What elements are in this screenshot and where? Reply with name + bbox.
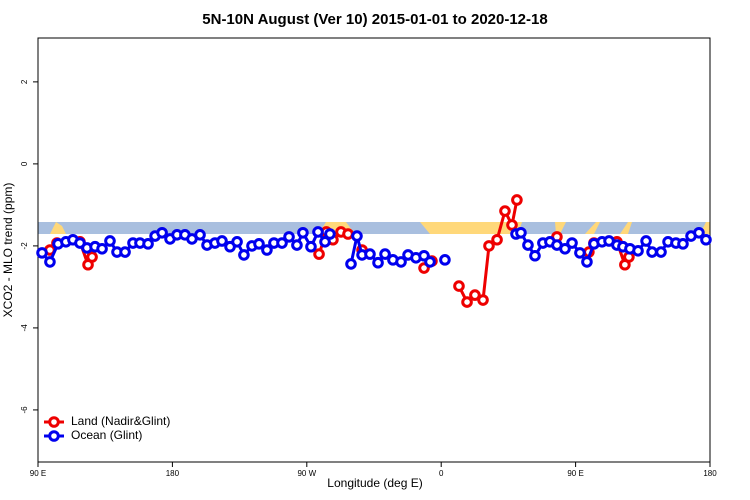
legend-label: Land (Nadir&Glint) xyxy=(71,414,170,428)
data-point xyxy=(142,238,154,250)
legend-marker xyxy=(48,416,60,428)
data-point xyxy=(44,256,56,268)
x-tick-label: 90 E xyxy=(30,469,46,478)
data-point xyxy=(156,226,168,239)
data-point xyxy=(469,289,481,301)
data-point xyxy=(522,239,534,251)
series xyxy=(44,194,635,308)
data-point xyxy=(477,294,489,306)
y-tick-label: -4 xyxy=(20,324,29,332)
data-point xyxy=(581,256,593,268)
land-shape xyxy=(420,222,522,234)
data-point xyxy=(559,242,571,255)
data-point xyxy=(96,242,108,255)
y-axis-title: XCO2 - MLO trend (ppm) xyxy=(1,183,15,318)
land-shape xyxy=(585,222,600,234)
legend-marker xyxy=(48,430,60,442)
data-point xyxy=(491,233,503,246)
data-point xyxy=(461,296,473,308)
data-point xyxy=(439,254,451,266)
data-point xyxy=(700,233,712,246)
data-point xyxy=(424,256,436,268)
data-point xyxy=(511,194,523,206)
data-point xyxy=(379,248,391,260)
land-shape xyxy=(555,222,566,234)
data-point xyxy=(483,240,495,252)
data-point xyxy=(453,280,465,292)
data-point xyxy=(291,239,303,251)
y-tick-label: -6 xyxy=(20,406,29,414)
x-tick-label: 90 E xyxy=(567,469,583,478)
data-point xyxy=(305,240,317,253)
x-axis-title: Longitude (deg E) xyxy=(327,476,422,490)
legend-label: Ocean (Glint) xyxy=(71,428,142,442)
data-point xyxy=(216,235,228,247)
map-strip xyxy=(38,222,710,234)
ocean-strip xyxy=(38,222,710,234)
chart-title: 5N-10N August (Ver 10) 2015-01-01 to 202… xyxy=(202,11,547,28)
data-point xyxy=(499,205,511,217)
data-point xyxy=(506,219,518,231)
data-point xyxy=(297,226,309,239)
data-point xyxy=(515,226,527,239)
data-point xyxy=(283,231,295,243)
data-point xyxy=(693,226,705,239)
x-tick-label: 180 xyxy=(166,469,180,478)
series xyxy=(36,226,712,270)
data-point xyxy=(86,251,98,263)
land-shape xyxy=(620,222,632,234)
data-point xyxy=(529,249,541,262)
data-point xyxy=(238,249,250,261)
data-point xyxy=(119,246,131,258)
data-point xyxy=(677,238,689,250)
land-shape xyxy=(50,222,66,234)
x-tick-label: 90 W xyxy=(297,469,316,478)
data-point xyxy=(342,228,354,240)
y-tick-label: 0 xyxy=(20,161,29,166)
data-point xyxy=(194,229,206,241)
x-tick-label: 0 xyxy=(439,469,444,478)
data-point xyxy=(655,246,667,258)
data-point xyxy=(276,237,288,249)
data-point xyxy=(104,235,116,247)
data-point xyxy=(646,246,658,258)
data-point xyxy=(312,226,324,238)
data-point xyxy=(395,256,407,268)
data-point xyxy=(574,247,586,259)
data-point xyxy=(319,235,331,248)
data-point xyxy=(313,248,325,260)
data-point xyxy=(632,245,644,257)
data-point xyxy=(351,230,363,242)
data-point xyxy=(372,256,384,269)
data-point xyxy=(36,247,48,259)
data-point xyxy=(324,228,336,240)
data-point xyxy=(345,258,357,270)
data-point xyxy=(261,244,273,256)
x-tick-label: 180 xyxy=(703,469,717,478)
y-tick-label: 2 xyxy=(20,79,29,84)
data-point xyxy=(253,238,265,250)
data-point xyxy=(364,248,376,260)
data-point xyxy=(566,237,578,249)
data-point xyxy=(640,235,652,247)
data-point xyxy=(231,235,243,248)
y-tick-label: -2 xyxy=(20,242,29,250)
